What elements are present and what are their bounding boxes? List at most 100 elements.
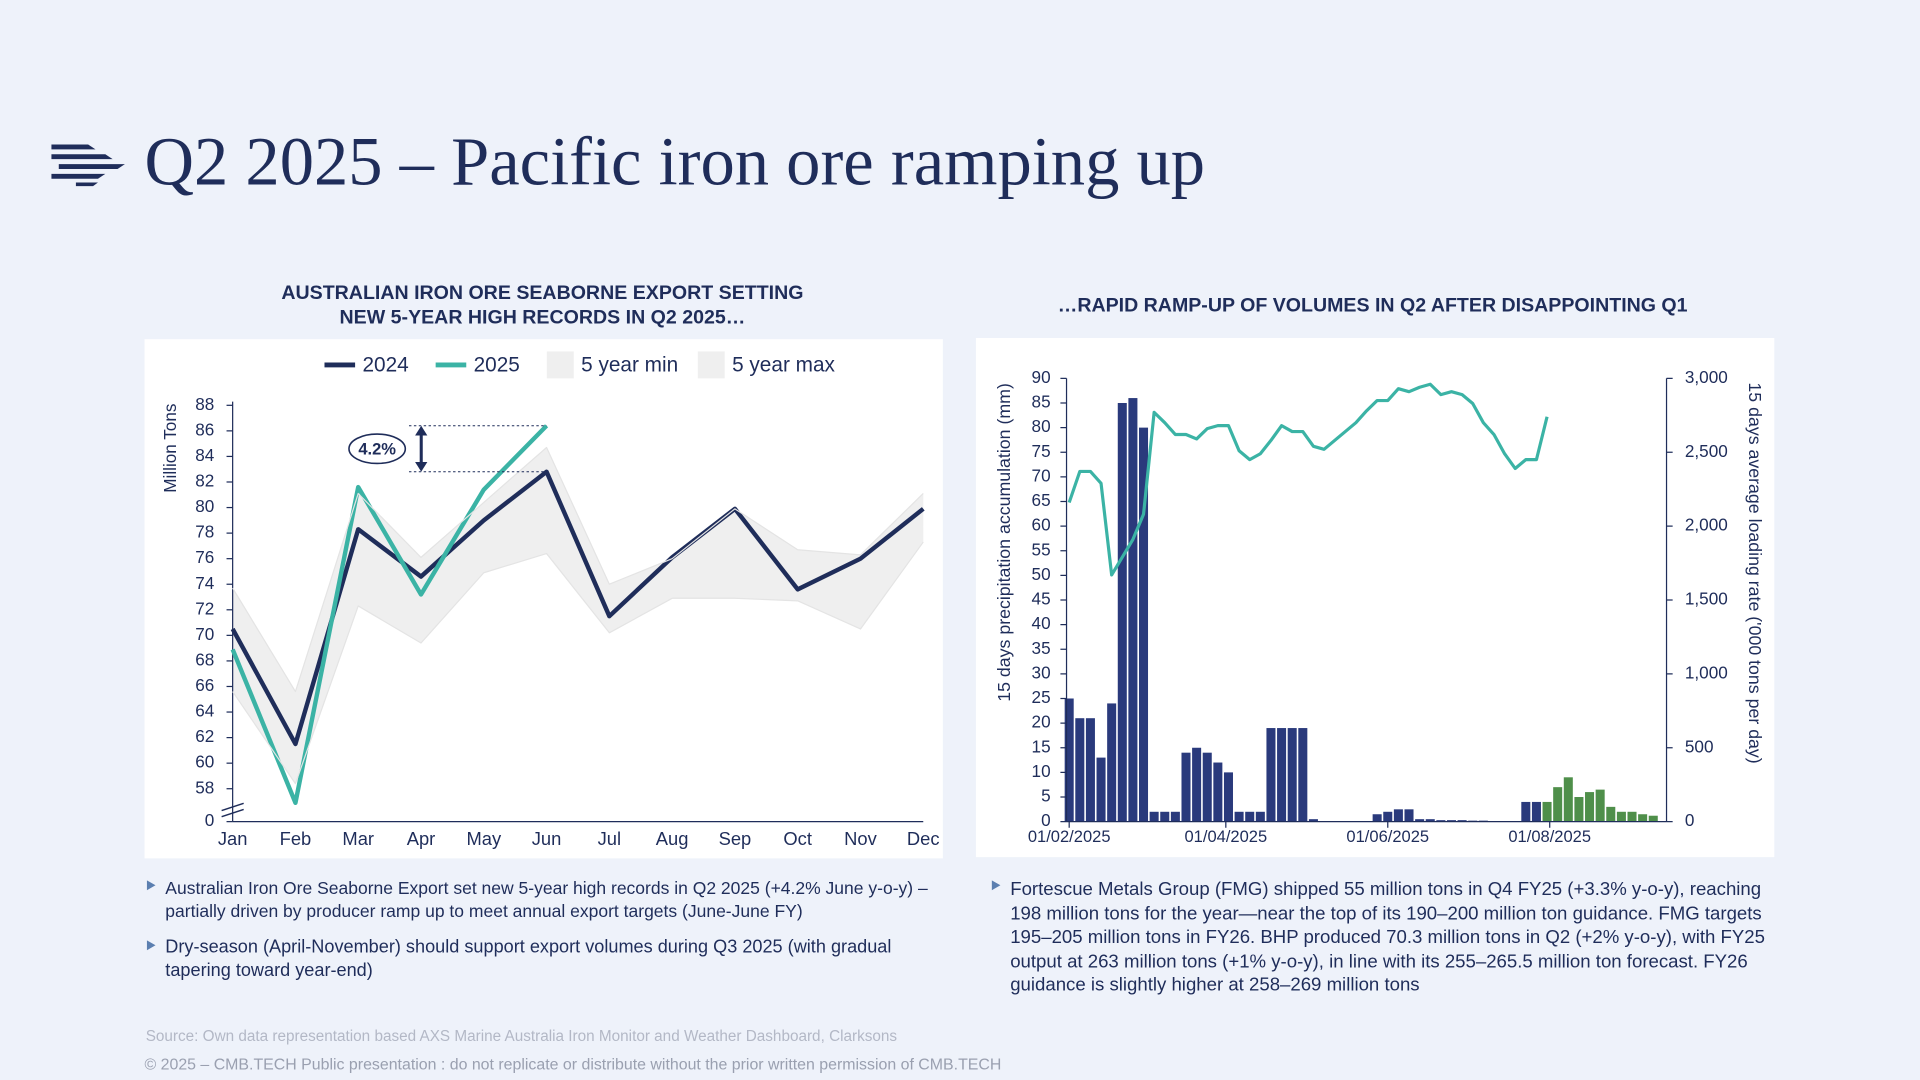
y-tick-label: 86 <box>195 419 214 439</box>
y-tick-label: 68 <box>195 649 214 669</box>
x-tick-label: 01/02/2025 <box>1028 827 1111 846</box>
bullet-marker <box>991 880 1001 891</box>
y-tick-label: 10 <box>1032 761 1051 781</box>
legend-label: 2024 <box>362 354 408 377</box>
y2-tick-label: 500 <box>1685 736 1714 756</box>
y-tick-label: 75 <box>1032 441 1051 461</box>
bar <box>1096 757 1106 822</box>
y-tick-label: 15 <box>1032 736 1051 756</box>
x-tick-label: Jul <box>598 828 621 849</box>
bar <box>1574 797 1584 822</box>
y-tick-label: 35 <box>1032 638 1051 658</box>
line-series <box>230 469 925 747</box>
bar <box>1393 809 1403 822</box>
bar <box>1415 819 1425 822</box>
bar <box>1170 811 1180 822</box>
y2-tick-label: 1,000 <box>1685 662 1728 682</box>
y-tick-label: 45 <box>1032 589 1051 609</box>
bar <box>1627 811 1637 822</box>
legend-label: 2025 <box>474 354 520 377</box>
chart-title: AUSTRALIAN IRON ORE SEABORNE EXPORT SETT… <box>281 282 803 304</box>
y2-tick-label: 1,500 <box>1685 589 1728 609</box>
bar <box>1255 811 1265 822</box>
bar <box>1117 402 1127 822</box>
y2-tick-label: 2,000 <box>1685 515 1728 535</box>
arrow-head <box>415 461 428 472</box>
y-tick-label: 80 <box>1032 416 1051 436</box>
annotation-bubble <box>348 433 407 465</box>
y-tick-label: 60 <box>195 752 214 772</box>
y-tick-label: 82 <box>195 471 214 491</box>
y-tick-label: 58 <box>195 777 214 797</box>
bar <box>1277 728 1287 822</box>
y2-tick-label: 2,500 <box>1685 441 1728 461</box>
y-tick-label: 55 <box>1032 539 1051 559</box>
x-tick-label: Mar <box>342 828 374 849</box>
bar <box>1107 703 1117 822</box>
bar <box>1308 819 1318 822</box>
x-tick-label: Apr <box>407 828 436 849</box>
x-tick-label: Feb <box>280 828 312 849</box>
bullet-marker <box>146 940 156 951</box>
legend-swatch <box>697 351 725 379</box>
bar <box>1287 728 1297 822</box>
bar <box>1149 811 1159 822</box>
y-tick-label: 0 <box>1041 810 1051 830</box>
axis-break <box>221 802 244 812</box>
bar <box>1085 718 1095 822</box>
bar <box>1234 811 1244 822</box>
bar <box>1616 811 1626 822</box>
bullet-text: Fortescue Metals Group (FMG) shipped 55 … <box>1010 879 1765 997</box>
chart-title: …RAPID RAMP-UP OF VOLUMES IN Q2 AFTER DI… <box>1058 294 1688 316</box>
bar <box>1139 427 1149 822</box>
bar <box>1542 801 1552 822</box>
bar <box>1648 815 1658 822</box>
y-tick-label: 88 <box>195 394 214 414</box>
bar <box>1383 811 1393 822</box>
bar <box>1404 809 1414 822</box>
slide-title: Q2 2025 – Pacific iron ore ramping up <box>144 124 1205 200</box>
y-tick-label: 90 <box>1032 367 1051 387</box>
source-note: Source: Own data representation based AX… <box>146 1028 898 1045</box>
logo <box>51 144 125 187</box>
chart-panel <box>975 337 1775 858</box>
legend-label: 5 year min <box>581 354 678 377</box>
x-tick-label: Aug <box>656 828 689 849</box>
y-tick-label: 65 <box>1032 490 1051 510</box>
legend-swatch <box>546 351 574 379</box>
chart-title: NEW 5-YEAR HIGH RECORDS IN Q2 2025… <box>340 307 746 329</box>
bullet: Fortescue Metals Group (FMG) shipped 55 … <box>1010 879 1765 997</box>
bar <box>1425 819 1435 822</box>
bar <box>1298 728 1308 822</box>
y-tick-label: 78 <box>195 522 214 542</box>
y-tick-label: 60 <box>1032 515 1051 535</box>
y-tick-label: 80 <box>195 496 214 516</box>
bar <box>1245 811 1255 822</box>
x-tick-label: Jun <box>532 828 562 849</box>
bar <box>1372 814 1382 822</box>
bar <box>1531 801 1541 822</box>
x-tick-label: Nov <box>844 828 877 849</box>
bar <box>1213 762 1223 822</box>
y-tick-label: 30 <box>1032 662 1051 682</box>
bullet-marker <box>146 880 156 891</box>
bar <box>1075 718 1085 822</box>
band-edge <box>232 541 924 785</box>
line-series <box>1067 382 1549 577</box>
y-tick-label: 66 <box>195 675 214 695</box>
bar <box>1457 820 1467 822</box>
bar <box>1181 752 1191 822</box>
bullet-text: Australian Iron Ore Seaborne Export set … <box>165 879 928 922</box>
bar <box>1606 806 1616 822</box>
y-tick-label: 85 <box>1032 392 1051 412</box>
y-tick-label: 74 <box>195 573 215 593</box>
bullet: Australian Iron Ore Seaborne Export set … <box>165 879 928 922</box>
annotation-text: 4.2% <box>358 439 396 458</box>
y-tick-label: 64 <box>195 701 215 721</box>
y-tick-label: 0 <box>205 810 215 830</box>
x-tick-label: Oct <box>783 828 812 849</box>
y-axis-label: 15 days precipitation accumulation (mm) <box>994 383 1014 702</box>
bar <box>1223 772 1233 822</box>
y-tick-label: 76 <box>195 547 214 567</box>
